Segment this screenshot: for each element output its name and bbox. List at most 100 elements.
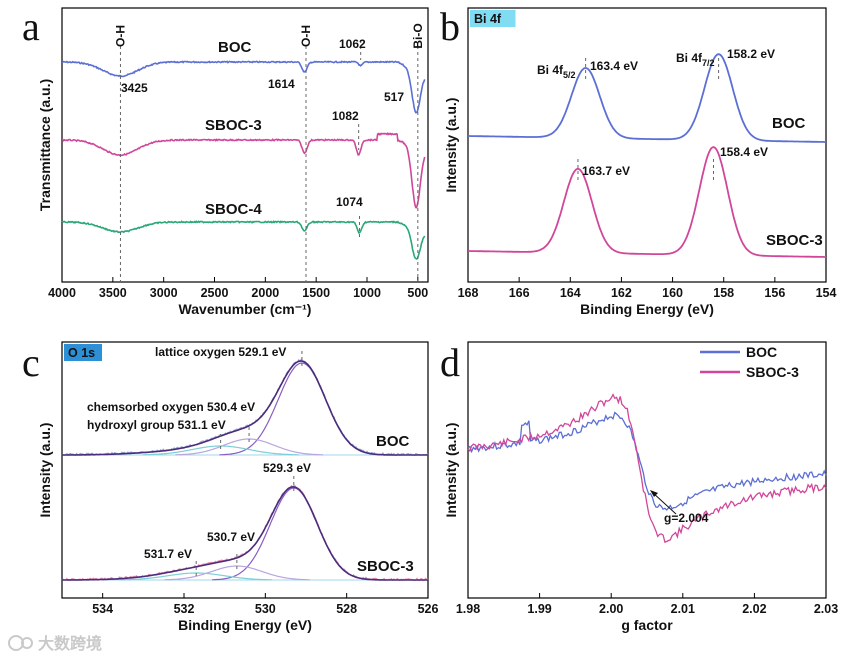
vline-label: O-H bbox=[113, 25, 127, 47]
annotation-g-factor: g=2.004 bbox=[664, 511, 709, 525]
annotation-163-4: 163.4 eV bbox=[590, 59, 638, 73]
x-tick-label: 1.98 bbox=[456, 602, 480, 616]
x-tick-label: 158 bbox=[713, 286, 734, 300]
watermark: 大数跨境 bbox=[8, 634, 102, 653]
legend-label: BOC bbox=[746, 344, 777, 360]
legend-label: SBOC-3 bbox=[746, 364, 799, 380]
y-axis-label: Intensity (a.u.) bbox=[443, 423, 459, 518]
x-tick-label: 3500 bbox=[99, 286, 127, 300]
plot-frame bbox=[61, 7, 429, 283]
x-tick-label: 1.99 bbox=[527, 602, 551, 616]
x-tick-label: 164 bbox=[560, 286, 581, 300]
annotation-529-3: 529.3 eV bbox=[263, 461, 311, 475]
x-tick-label: 1500 bbox=[302, 286, 330, 300]
x-tick-label: 168 bbox=[458, 286, 479, 300]
annotation-1614: 1614 bbox=[268, 77, 295, 91]
annotation-sub: 5/2 bbox=[563, 70, 576, 80]
panel-a: 4000 3500 3000 2500 2000 1500 1000 500 Wavenumbe… bbox=[22, 4, 429, 317]
x-tick-label: 156 bbox=[764, 286, 785, 300]
series-label-SBOC-4: SBOC-4 bbox=[205, 201, 262, 218]
series-line-SBOC-3 bbox=[468, 146, 826, 258]
x-tick-label: 162 bbox=[611, 286, 632, 300]
panel-tag-bg bbox=[64, 344, 102, 361]
series-line-BOC bbox=[61, 60, 426, 114]
panel-letter-c: c bbox=[22, 340, 40, 385]
annotation-bi4f52: Bi 4f5/2 bbox=[537, 63, 576, 80]
x-tick-label: 528 bbox=[336, 602, 357, 616]
x-tick-label: 532 bbox=[174, 602, 195, 616]
series-line-BOC bbox=[468, 53, 826, 143]
panel-tag: Bi 4f bbox=[474, 12, 502, 26]
series-line-SBOC-4 bbox=[61, 220, 426, 260]
vline-label: Bi-O bbox=[411, 23, 425, 48]
annotation-1082: 1082 bbox=[332, 109, 359, 123]
annotation-sub: 7/2 bbox=[702, 58, 715, 68]
series-label-SBOC-3: SBOC-3 bbox=[766, 232, 823, 249]
series-label-SBOC-3: SBOC-3 bbox=[205, 117, 262, 134]
series-label-BOC: BOC bbox=[772, 115, 806, 132]
series-label-SBOC-3: SBOC-3 bbox=[357, 558, 414, 575]
vline-label: O-H bbox=[299, 25, 313, 47]
plot-frame bbox=[61, 341, 429, 599]
annotation-text: Bi 4f bbox=[537, 63, 564, 77]
x-axis-label: Binding Energy (eV) bbox=[178, 617, 312, 633]
x-tick-label: 2.02 bbox=[742, 602, 766, 616]
annotation-158-4: 158.4 eV bbox=[720, 145, 768, 159]
plot-frame bbox=[467, 7, 827, 283]
y-axis-label: Transmittance (a.u.) bbox=[37, 79, 53, 211]
y-axis-label: Intensity (a.u.) bbox=[443, 98, 459, 193]
panel-b: 168 166 164 162 160 158 156 154 Binding Energy (… bbox=[440, 4, 836, 317]
panel-c: 534 532 530 528 526 Binding Energy (eV) Intens… bbox=[22, 340, 438, 633]
annotation-1074: 1074 bbox=[336, 195, 363, 209]
x-axis-label: Binding Energy (eV) bbox=[580, 301, 714, 317]
y-axis-label: Intensity (a.u.) bbox=[37, 423, 53, 518]
x-tick-label: 2000 bbox=[251, 286, 279, 300]
annotation-arrow bbox=[651, 491, 677, 515]
plot-frame bbox=[467, 341, 827, 599]
watermark-icon bbox=[21, 637, 33, 649]
x-tick-label: 3000 bbox=[150, 286, 178, 300]
annotation-1062: 1062 bbox=[339, 37, 366, 51]
x-axis-label: Wavenumber (cm⁻¹) bbox=[179, 301, 312, 317]
x-tick-label: 2.00 bbox=[599, 602, 623, 616]
annotation-3425: 3425 bbox=[121, 81, 148, 95]
arrow-head bbox=[650, 490, 658, 497]
fit-envelope-SBOC-3 bbox=[62, 486, 428, 581]
x-tick-label: 2500 bbox=[201, 286, 229, 300]
annotation-lattice-oxygen: lattice oxygen 529.1 eV bbox=[155, 345, 286, 359]
panel-tag: O 1s bbox=[68, 346, 95, 360]
series-line-SBOC-3 bbox=[62, 132, 426, 209]
annotation-530-7: 530.7 eV bbox=[207, 530, 255, 544]
series-line-SBOC-3 bbox=[467, 393, 827, 543]
x-axis-label: g factor bbox=[621, 617, 673, 633]
panel-d: 1.98 1.99 2.00 2.01 2.02 2.03 g factor Intensit… bbox=[440, 340, 838, 633]
x-tick-label: 166 bbox=[509, 286, 530, 300]
panel-letter-b: b bbox=[440, 4, 460, 49]
x-tick-label: 500 bbox=[407, 286, 428, 300]
x-tick-label: 1000 bbox=[353, 286, 381, 300]
annotation-163-7: 163.7 eV bbox=[582, 164, 630, 178]
x-tick-label: 2.01 bbox=[671, 602, 695, 616]
series-label-BOC: BOC bbox=[376, 433, 410, 450]
x-tick-label: 4000 bbox=[48, 286, 76, 300]
annotation-bi4f72: Bi 4f7/2 bbox=[676, 51, 715, 68]
annotation-517: 517 bbox=[384, 90, 404, 104]
watermark-text: 大数跨境 bbox=[38, 634, 102, 653]
panel-tag-bg bbox=[470, 10, 516, 27]
annotation-hydroxyl-group: hydroxyl group 531.1 eV bbox=[87, 418, 226, 432]
annotation-158-2: 158.2 eV bbox=[727, 47, 775, 61]
series-label-BOC: BOC bbox=[218, 39, 252, 56]
panel-letter-a: a bbox=[22, 4, 40, 49]
x-tick-label: 154 bbox=[816, 286, 837, 300]
annotation-chemsorbed-oxygen: chemsorbed oxygen 530.4 eV bbox=[87, 400, 255, 414]
watermark-icon bbox=[8, 635, 24, 651]
series-line-BOC bbox=[467, 411, 827, 511]
annotation-text: Bi 4f bbox=[676, 51, 703, 65]
x-tick-label: 530 bbox=[255, 602, 276, 616]
annotation-531-7: 531.7 eV bbox=[144, 547, 192, 561]
x-tick-label: 534 bbox=[92, 602, 113, 616]
x-tick-label: 160 bbox=[662, 286, 683, 300]
x-tick-label: 2.03 bbox=[814, 602, 838, 616]
fit-envelope-BOC bbox=[62, 360, 428, 456]
